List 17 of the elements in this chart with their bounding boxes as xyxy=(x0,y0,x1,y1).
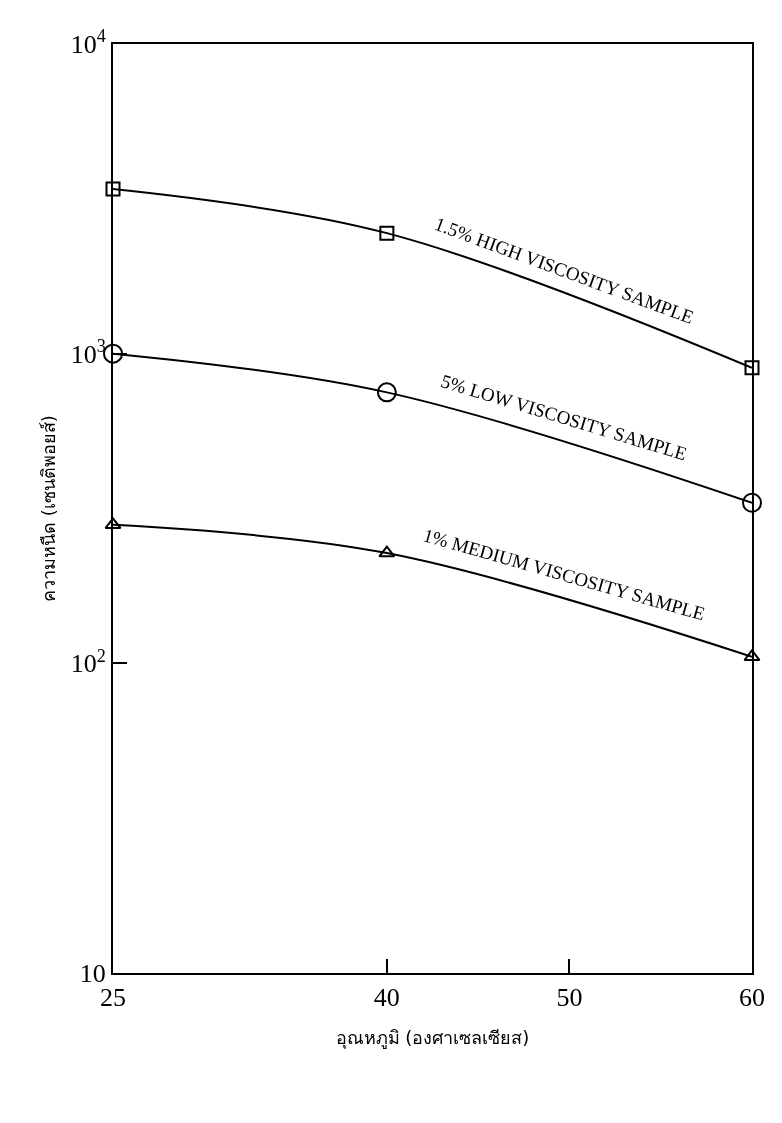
point xyxy=(376,382,397,403)
point xyxy=(744,360,760,376)
point xyxy=(103,343,123,364)
point xyxy=(742,492,762,513)
x-tick-label: 60 xyxy=(739,983,765,1013)
y-tick-label: 10$^{3}$ xyxy=(70,335,106,369)
x-tick-label: 50 xyxy=(556,983,583,1013)
point xyxy=(743,649,761,662)
y-tick-label: 10$^{2}$ xyxy=(70,645,106,679)
point xyxy=(379,225,395,241)
point xyxy=(104,517,122,530)
x-axis-title: อุณหภูมิ (องศาเซลเซียส) xyxy=(335,1026,530,1049)
x-tick-label: 40 xyxy=(373,983,400,1013)
point xyxy=(378,545,396,558)
point xyxy=(105,181,121,197)
y-axis-title: ความหนืด (เซนติพอยส์) xyxy=(38,415,60,602)
y-tick-label: 10$^{4}$ xyxy=(70,26,106,60)
